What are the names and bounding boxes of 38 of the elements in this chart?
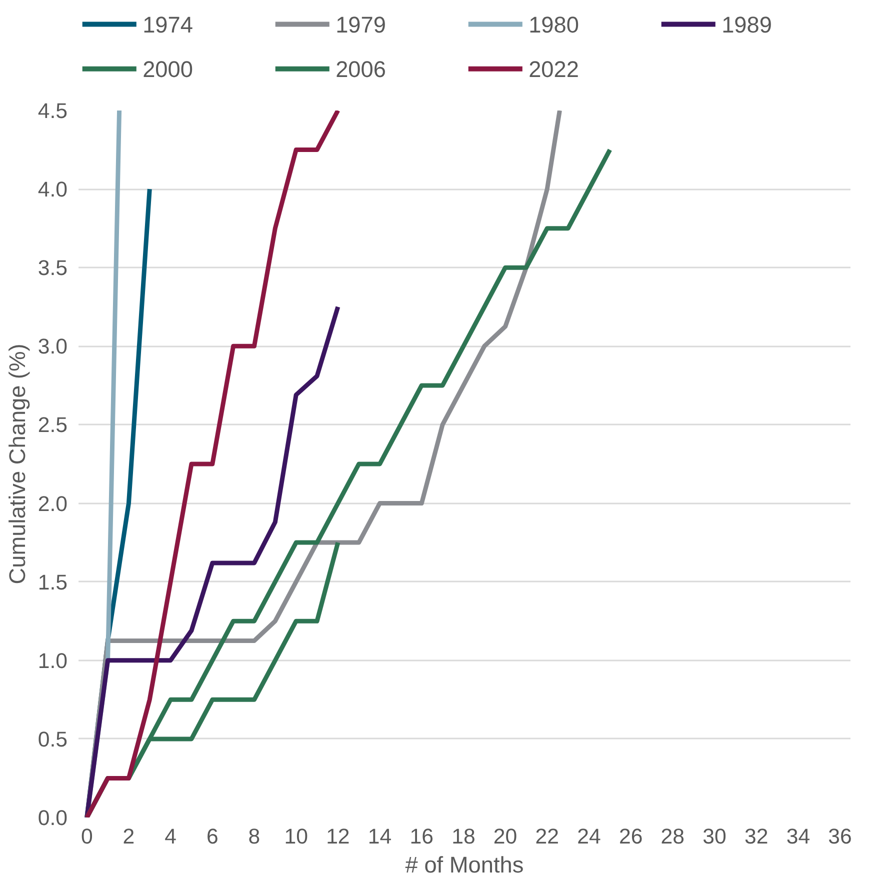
legend-label: 1974 — [142, 11, 193, 38]
x-tick-label: 34 — [786, 824, 810, 848]
y-tick-label: 1.5 — [38, 570, 68, 594]
x-tick-label: 36 — [828, 824, 852, 848]
x-tick-label: 26 — [618, 824, 643, 848]
y-tick-label: 2.5 — [38, 413, 68, 438]
y-tick-label: 3.0 — [38, 334, 68, 359]
legend-label: 2006 — [336, 56, 386, 82]
y-tick-label: 4.0 — [38, 178, 68, 202]
x-tick-label: 24 — [577, 824, 601, 848]
x-tick-label: 2 — [122, 824, 135, 848]
x-tick-label: 18 — [452, 824, 476, 848]
y-tick-label: 3.5 — [38, 256, 68, 280]
y-axis-title: Cumulative Change (%) — [4, 344, 30, 584]
x-tick-label: 14 — [368, 824, 392, 848]
x-tick-label: 0 — [80, 824, 93, 848]
y-tick-label: 2.0 — [38, 492, 68, 516]
x-tick-label: 22 — [535, 824, 560, 848]
x-tick-label: 4 — [164, 824, 177, 848]
y-tick-label: 1.0 — [38, 648, 68, 673]
x-tick-label: 32 — [744, 824, 768, 848]
x-tick-label: 12 — [326, 824, 350, 848]
legend-label: 1979 — [336, 11, 386, 38]
y-tick-label: 0.5 — [38, 727, 68, 752]
x-axis-title: # of Months — [405, 852, 524, 878]
x-tick-label: 10 — [284, 824, 308, 848]
x-tick-label: 30 — [702, 824, 727, 848]
x-tick-label: 16 — [410, 824, 434, 848]
y-tick-label: 4.5 — [38, 99, 68, 123]
x-tick-label: 20 — [493, 824, 518, 848]
y-tick-label: 0.0 — [38, 806, 68, 830]
x-tick-label: 28 — [660, 824, 685, 848]
x-tick-label: 6 — [206, 824, 218, 848]
x-tick-label: 8 — [248, 824, 260, 848]
legend-label: 2022 — [528, 56, 579, 82]
legend-label: 1989 — [722, 11, 772, 38]
legend-label: 2000 — [142, 56, 193, 82]
legend-label: 1980 — [528, 11, 579, 38]
